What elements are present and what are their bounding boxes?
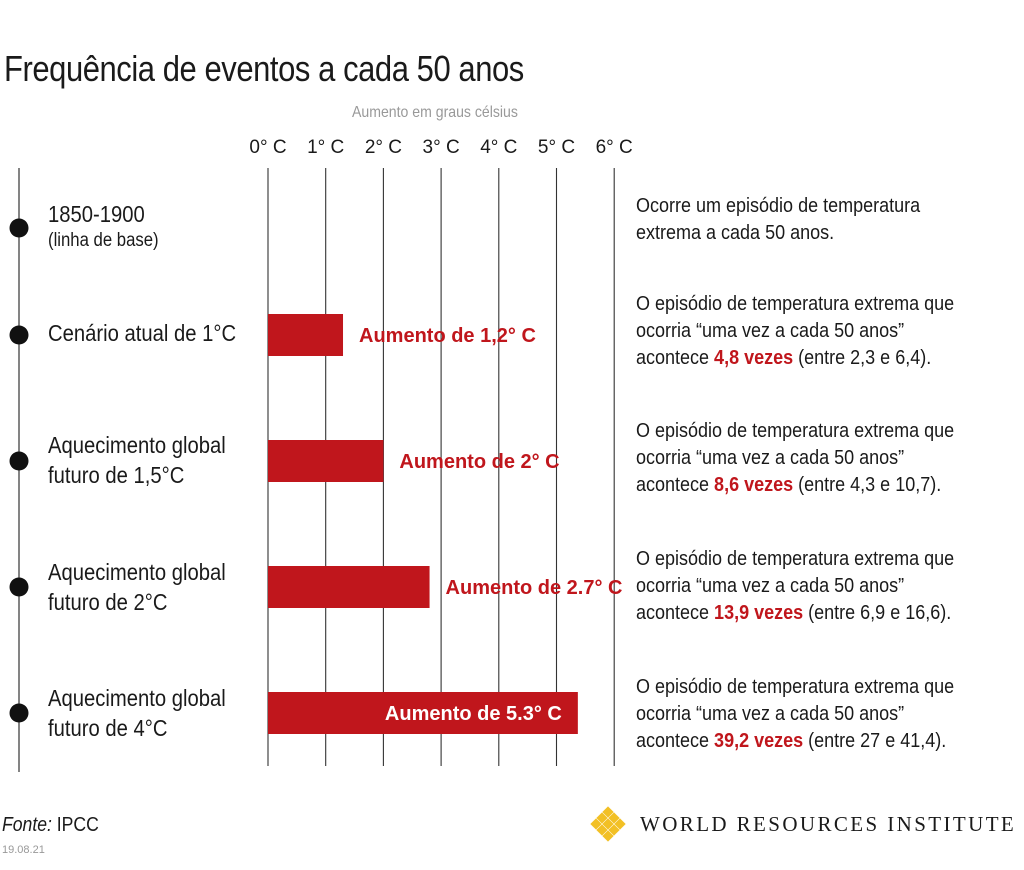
row-description-future-4c: O episódio de temperatura extrema que oc…	[636, 676, 955, 752]
frequency-highlight: 8,6 vezes	[714, 474, 794, 496]
row-description-current-1c: O episódio de temperatura extrema que oc…	[636, 293, 955, 369]
row-label-future-1-5c: Aquecimento global futuro de 1,5°C	[48, 432, 226, 488]
timeline-marker-dot	[9, 325, 29, 345]
wri-logo: WORLD RESOURCES INSTITUTE	[588, 804, 1016, 844]
bar	[268, 440, 384, 482]
row-description-baseline: Ocorre um episódio de temperatura extrem…	[636, 195, 921, 244]
x-tick-label: 1° C	[307, 137, 344, 158]
row-label-current-1c: Cenário atual de 1°C	[48, 320, 237, 346]
frequency-highlight: 4,8 vezes	[714, 347, 794, 369]
wri-lattice-logo-icon	[590, 806, 626, 842]
timeline-marker-dot	[9, 218, 29, 238]
x-tick-label: 0° C	[249, 137, 286, 158]
x-tick-label: 3° C	[423, 137, 460, 158]
bar-value-label: Aumento de 2.7° C	[446, 577, 623, 599]
row-label-future-2c: Aquecimento global futuro de 2°C	[48, 559, 226, 615]
row-label-future-4c: Aquecimento global futuro de 4°C	[48, 685, 226, 741]
row-description-future-1-5c: O episódio de temperatura extrema que oc…	[636, 420, 955, 496]
x-tick-label: 2° C	[365, 137, 402, 158]
row-description-future-2c: O episódio de temperatura extrema que oc…	[636, 548, 955, 624]
timeline-marker-dot	[9, 577, 29, 597]
x-tick-label: 5° C	[538, 137, 575, 158]
x-axis-label: Aumento em graus célsius	[352, 104, 518, 121]
frequency-highlight: 13,9 vezes	[714, 602, 804, 624]
x-tick-label: 6° C	[596, 137, 633, 158]
bar-value-label: Aumento de 1,2° C	[359, 325, 536, 347]
bar	[268, 692, 578, 734]
timeline-marker-dot	[9, 703, 29, 723]
bar-value-label: Aumento de 5.3° C	[385, 703, 562, 725]
row-label-baseline: 1850-1900 (linha de base)	[48, 201, 159, 251]
org-name: WORLD RESOURCES INSTITUTE	[640, 811, 1017, 836]
publish-date: 19.08.21	[2, 844, 45, 856]
bar-value-label: Aumento de 2° C	[399, 451, 559, 473]
source-note: Fonte: IPCC	[2, 814, 99, 836]
frequency-highlight: 39,2 vezes	[714, 730, 804, 752]
bar	[268, 314, 344, 356]
x-tick-label: 4° C	[480, 137, 517, 158]
chart-title: Frequência de eventos a cada 50 anos	[4, 48, 524, 89]
bar	[268, 566, 430, 608]
timeline-marker-dot	[9, 451, 29, 471]
